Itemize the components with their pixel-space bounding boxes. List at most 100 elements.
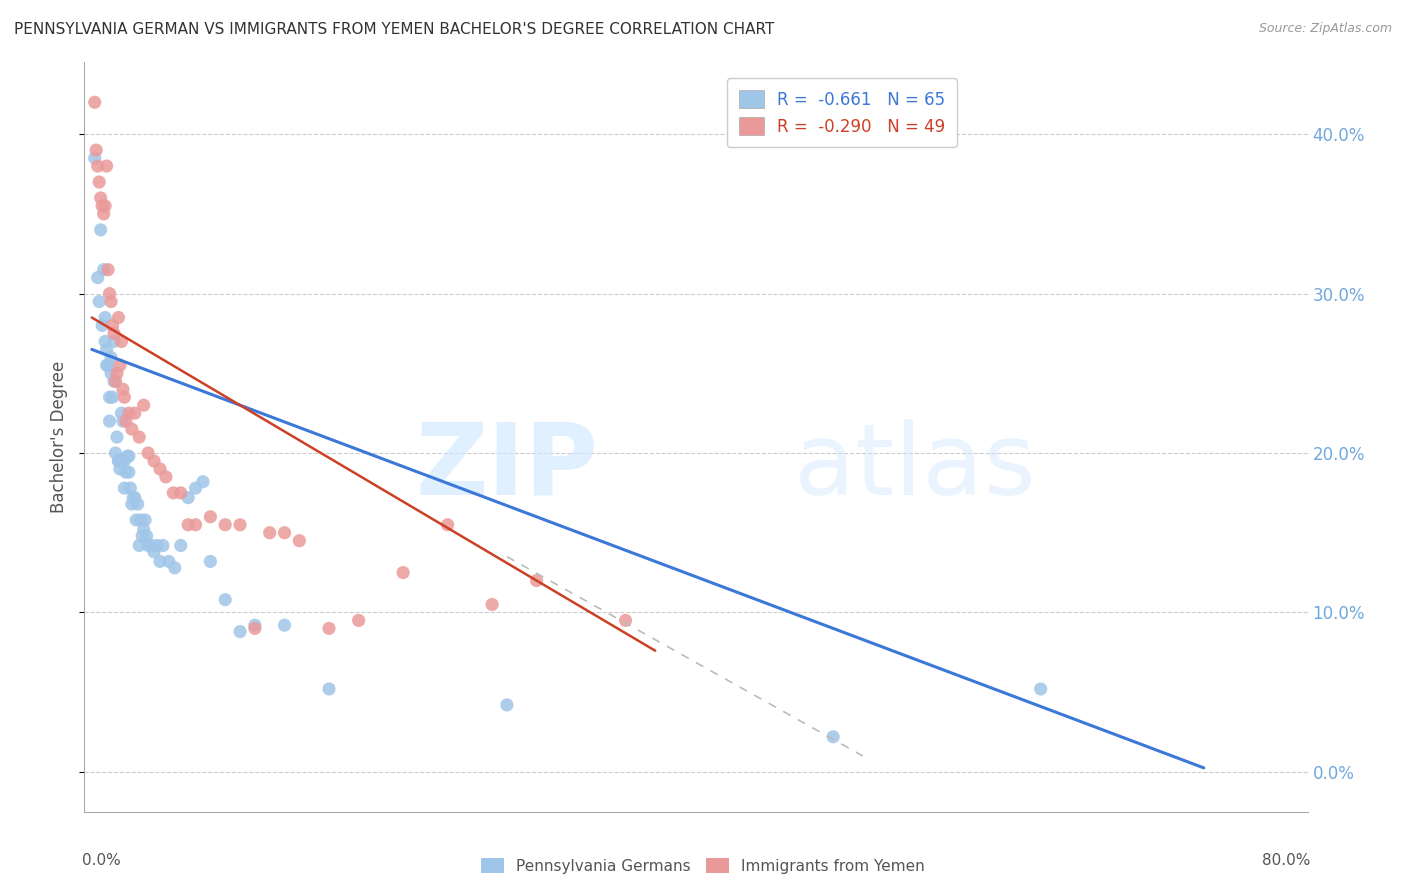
Point bbox=[146, 539, 169, 553]
Point bbox=[127, 497, 149, 511]
Point bbox=[112, 390, 135, 404]
Point bbox=[103, 326, 125, 341]
Point bbox=[90, 191, 112, 205]
Point bbox=[103, 334, 125, 349]
Point bbox=[200, 509, 222, 524]
Point bbox=[97, 359, 120, 373]
Point bbox=[96, 359, 118, 373]
Point bbox=[288, 533, 311, 548]
Point bbox=[98, 286, 121, 301]
Point bbox=[98, 390, 121, 404]
Point bbox=[392, 566, 415, 580]
Point bbox=[91, 318, 114, 333]
Point bbox=[100, 294, 122, 309]
Point bbox=[101, 318, 124, 333]
Y-axis label: Bachelor's Degree: Bachelor's Degree bbox=[49, 361, 67, 513]
Point bbox=[96, 159, 118, 173]
Point bbox=[83, 95, 105, 110]
Point bbox=[318, 681, 340, 696]
Point bbox=[90, 223, 112, 237]
Point bbox=[243, 618, 266, 632]
Point bbox=[152, 539, 174, 553]
Point bbox=[89, 175, 111, 189]
Point bbox=[89, 294, 111, 309]
Point bbox=[134, 513, 156, 527]
Text: PENNSYLVANIA GERMAN VS IMMIGRANTS FROM YEMEN BACHELOR'S DEGREE CORRELATION CHART: PENNSYLVANIA GERMAN VS IMMIGRANTS FROM Y… bbox=[14, 22, 775, 37]
Point bbox=[131, 529, 153, 543]
Point bbox=[107, 310, 129, 325]
Point bbox=[200, 554, 222, 568]
Point bbox=[214, 592, 236, 607]
Point bbox=[105, 367, 128, 381]
Point bbox=[184, 517, 207, 532]
Point bbox=[110, 454, 132, 468]
Point bbox=[135, 529, 157, 543]
Point bbox=[139, 539, 162, 553]
Point bbox=[111, 414, 134, 428]
Point bbox=[121, 422, 143, 436]
Point bbox=[103, 374, 125, 388]
Point bbox=[94, 334, 117, 349]
Point bbox=[229, 624, 252, 639]
Point bbox=[170, 486, 193, 500]
Point bbox=[1029, 681, 1052, 696]
Point bbox=[84, 143, 107, 157]
Point bbox=[128, 539, 150, 553]
Point bbox=[184, 481, 207, 495]
Point bbox=[118, 406, 141, 420]
Point bbox=[614, 614, 637, 628]
Point bbox=[94, 199, 117, 213]
Point bbox=[98, 414, 121, 428]
Point bbox=[481, 598, 503, 612]
Point bbox=[107, 454, 129, 468]
Text: ZIP: ZIP bbox=[415, 418, 598, 516]
Point bbox=[93, 207, 115, 221]
Point bbox=[136, 446, 159, 460]
Point bbox=[121, 497, 143, 511]
Text: 0.0%: 0.0% bbox=[82, 853, 121, 868]
Point bbox=[243, 621, 266, 635]
Point bbox=[526, 574, 548, 588]
Text: Source: ZipAtlas.com: Source: ZipAtlas.com bbox=[1258, 22, 1392, 36]
Point bbox=[823, 730, 845, 744]
Point bbox=[86, 270, 108, 285]
Point bbox=[117, 449, 139, 463]
Point bbox=[149, 554, 172, 568]
Point bbox=[104, 446, 127, 460]
Point bbox=[177, 517, 200, 532]
Point bbox=[110, 334, 132, 349]
Point bbox=[100, 367, 122, 381]
Point bbox=[104, 374, 127, 388]
Point bbox=[157, 554, 180, 568]
Point bbox=[162, 486, 184, 500]
Point bbox=[118, 449, 141, 463]
Point bbox=[110, 406, 132, 420]
Point bbox=[86, 159, 108, 173]
Point bbox=[191, 475, 214, 489]
Point bbox=[100, 351, 122, 365]
Point bbox=[112, 454, 135, 468]
Point bbox=[132, 398, 155, 412]
Text: 80.0%: 80.0% bbox=[1261, 853, 1310, 868]
Point bbox=[347, 614, 370, 628]
Text: atlas: atlas bbox=[794, 418, 1035, 516]
Point bbox=[120, 481, 142, 495]
Point bbox=[97, 262, 120, 277]
Point bbox=[107, 454, 129, 468]
Point bbox=[177, 491, 200, 505]
Point bbox=[155, 470, 177, 484]
Point bbox=[115, 414, 138, 428]
Point bbox=[124, 406, 146, 420]
Legend: R =  -0.661   N = 65, R =  -0.290   N = 49: R = -0.661 N = 65, R = -0.290 N = 49 bbox=[727, 78, 956, 147]
Point bbox=[132, 523, 155, 537]
Point bbox=[143, 545, 166, 559]
Point bbox=[143, 454, 166, 468]
Point bbox=[122, 491, 145, 505]
Point bbox=[136, 539, 159, 553]
Point bbox=[229, 517, 252, 532]
Point bbox=[93, 262, 115, 277]
Point bbox=[83, 151, 105, 165]
Point bbox=[259, 525, 281, 540]
Point bbox=[125, 513, 148, 527]
Point bbox=[96, 343, 118, 357]
